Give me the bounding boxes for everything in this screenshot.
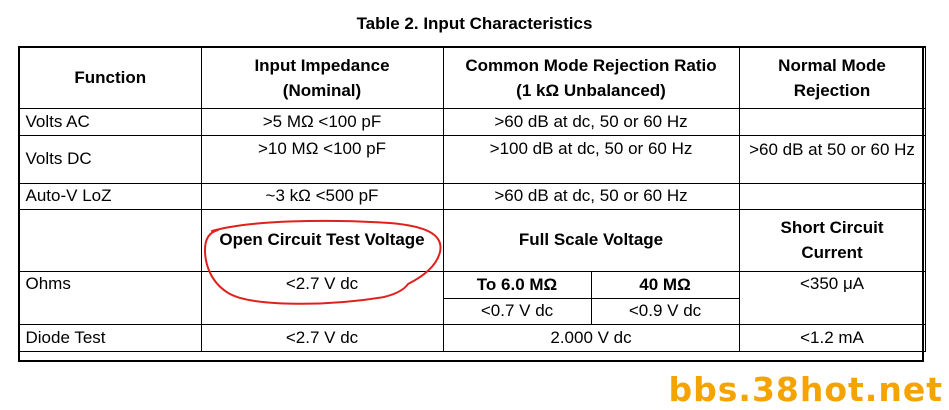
cell-function: Volts DC [18, 134, 202, 184]
cell-nmr [738, 107, 926, 136]
header-cmrr: Common Mode Rejection Ratio (1 kΩ Unbala… [442, 46, 740, 109]
subheader-short-circuit: Short Circuit Current [738, 208, 926, 272]
table-row-auto-v: Auto-V LoZ ~3 kΩ <500 pF >60 dB at dc, 5… [18, 182, 926, 210]
subheader-full-scale: Full Scale Voltage [442, 208, 740, 272]
cell-full-scale: 2.000 V dc [442, 323, 740, 352]
cell-function: Ohms [18, 270, 202, 325]
cell-open-circuit: <2.7 V dc [200, 323, 444, 352]
cell-nmr: >60 dB at 50 or 60 Hz [738, 134, 926, 184]
cell-range1-label: To 6.0 MΩ [442, 270, 592, 299]
cell-nmr [738, 182, 926, 210]
table-row-volts-dc: Volts DC >10 MΩ <100 pF >100 dB at dc, 5… [18, 134, 926, 184]
cell-empty [18, 208, 202, 272]
cell-impedance: ~3 kΩ <500 pF [200, 182, 444, 210]
cell-impedance: >10 MΩ <100 pF [200, 134, 444, 184]
cell-function: Diode Test [18, 323, 202, 352]
cell-range1-value: <0.7 V dc [442, 297, 592, 325]
cell-impedance: >5 MΩ <100 pF [200, 107, 444, 136]
watermark-text: bbs.38hot.net [668, 370, 943, 409]
header-function: Function [18, 46, 202, 109]
table-row-diode: Diode Test <2.7 V dc 2.000 V dc <1.2 mA [18, 323, 926, 352]
header-input-impedance: Input Impedance (Nominal) [200, 46, 444, 109]
table-row-ohms: Ohms <2.7 V dc To 6.0 MΩ 40 MΩ <350 μA [18, 270, 926, 325]
cell-cmrr: >60 dB at dc, 50 or 60 Hz [442, 107, 740, 136]
subheader-open-circuit: Open Circuit Test Voltage [200, 208, 444, 272]
table-title: Table 2. Input Characteristics [356, 14, 593, 33]
cell-short-circuit: <1.2 mA [738, 323, 926, 352]
cell-cmrr: >100 dB at dc, 50 or 60 Hz [442, 134, 740, 184]
cell-function: Volts AC [18, 107, 202, 136]
cell-range2-value: <0.9 V dc [590, 297, 740, 325]
cell-cmrr: >60 dB at dc, 50 or 60 Hz [442, 182, 740, 210]
input-characteristics-table: Function Input Impedance (Nominal) Commo… [18, 46, 926, 352]
cell-function: Auto-V LoZ [18, 182, 202, 210]
table-row-volts-ac: Volts AC >5 MΩ <100 pF >60 dB at dc, 50 … [18, 107, 926, 136]
cell-open-circuit: <2.7 V dc [200, 270, 444, 325]
table-row-ohms-values: <0.7 V dc <0.9 V dc [19, 297, 925, 325]
cell-short-circuit: <350 μA [738, 270, 926, 325]
cell-range2-label: 40 MΩ [590, 270, 740, 299]
header-nmr: Normal Mode Rejection [738, 46, 926, 109]
table-row-subheader: Open Circuit Test Voltage Full Scale Vol… [18, 208, 926, 272]
